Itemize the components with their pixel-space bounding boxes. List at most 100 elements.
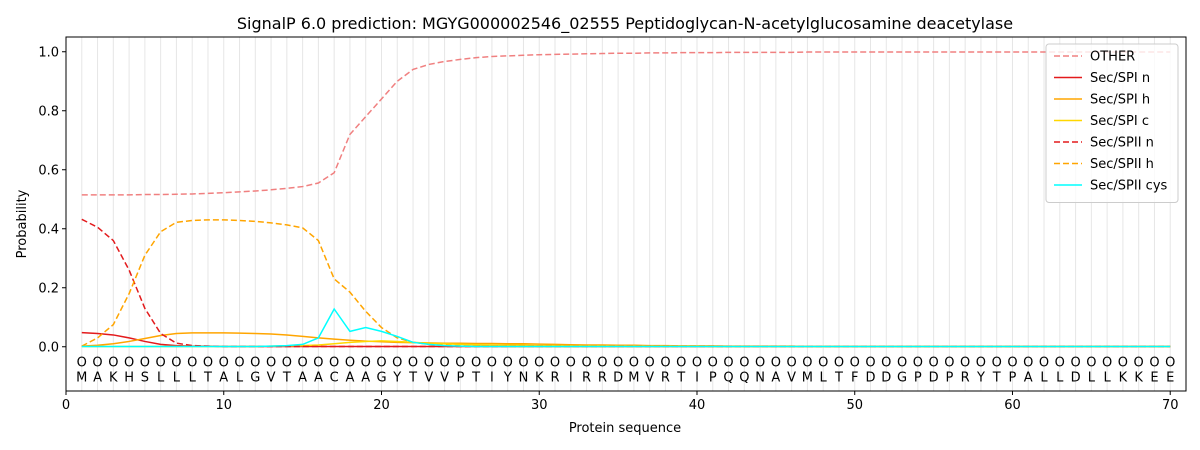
region-marker: O bbox=[834, 356, 844, 371]
residue-label: D bbox=[881, 370, 891, 385]
residue-label: Y bbox=[503, 370, 512, 385]
region-marker: O bbox=[140, 356, 150, 371]
region-marker: O bbox=[92, 356, 102, 371]
plot-frame bbox=[65, 36, 1187, 392]
residue-label: I bbox=[569, 370, 573, 385]
residue-label: L bbox=[1088, 370, 1096, 385]
residue-label: R bbox=[961, 370, 970, 385]
region-marker: O bbox=[219, 356, 229, 371]
grid-lines bbox=[81, 37, 1171, 391]
y-tick-label: 0.0 bbox=[38, 340, 59, 355]
residue-label: R bbox=[661, 370, 670, 385]
region-marker: O bbox=[739, 356, 749, 371]
x-tick-label: 10 bbox=[215, 398, 232, 413]
residue-label: T bbox=[471, 370, 480, 385]
series-lines bbox=[81, 51, 1171, 348]
y-axis: 0.0 0.2 0.4 0.6 0.8 1.0 bbox=[38, 45, 66, 355]
residue-label: L bbox=[1040, 370, 1048, 385]
residue-label: L bbox=[1056, 370, 1064, 385]
residue-label: T bbox=[992, 370, 1001, 385]
series-line bbox=[81, 51, 1171, 196]
legend-entry: Sec/SPI c bbox=[1090, 114, 1149, 129]
region-marker: O bbox=[787, 356, 797, 371]
region-marker: O bbox=[928, 356, 938, 371]
region-marker: O bbox=[376, 356, 386, 371]
x-tick-label: 70 bbox=[1162, 398, 1179, 413]
region-marker: O bbox=[802, 356, 812, 371]
region-marker: O bbox=[203, 356, 213, 371]
region-marker: O bbox=[881, 356, 891, 371]
residue-label: L bbox=[157, 370, 165, 385]
region-marker: O bbox=[976, 356, 986, 371]
residue-label: T bbox=[834, 370, 843, 385]
residue-label: T bbox=[282, 370, 291, 385]
y-tick-label: 0.4 bbox=[38, 222, 59, 237]
legend-box bbox=[1045, 43, 1179, 203]
x-axis: 0 10 20 30 40 50 60 70 bbox=[62, 391, 1179, 413]
residue-label: N bbox=[519, 370, 529, 385]
legend-entry: Sec/SPII n bbox=[1090, 136, 1154, 151]
region-marker: O bbox=[361, 356, 371, 371]
region-marker: O bbox=[1134, 356, 1144, 371]
y-tick-label: 0.6 bbox=[38, 163, 59, 178]
region-marker: O bbox=[992, 356, 1002, 371]
y-tick-label: 0.8 bbox=[38, 104, 59, 119]
residue-label: H bbox=[124, 370, 134, 385]
residue-label: R bbox=[582, 370, 591, 385]
region-marker: O bbox=[613, 356, 623, 371]
x-tick-label: 60 bbox=[1004, 398, 1021, 413]
region-marker: O bbox=[865, 356, 875, 371]
series-line bbox=[81, 340, 1171, 348]
residue-label: V bbox=[645, 370, 654, 385]
region-marker: O bbox=[1149, 356, 1159, 371]
residue-label: Q bbox=[723, 370, 733, 385]
residue-label: M bbox=[628, 370, 639, 385]
residue-label: A bbox=[219, 370, 228, 385]
residue-label: A bbox=[93, 370, 102, 385]
region-marker: O bbox=[1102, 356, 1112, 371]
residue-label: D bbox=[929, 370, 939, 385]
x-tick-label: 20 bbox=[373, 398, 390, 413]
region-marker: O bbox=[897, 356, 907, 371]
region-marker: O bbox=[250, 356, 260, 371]
residue-label: A bbox=[771, 370, 780, 385]
x-tick-label: 30 bbox=[531, 398, 548, 413]
y-axis-label: Probability bbox=[15, 189, 30, 258]
y-tick-label: 1.0 bbox=[38, 45, 59, 60]
region-marker: O bbox=[313, 356, 323, 371]
residue-label: I bbox=[490, 370, 494, 385]
region-marker: O bbox=[944, 356, 954, 371]
legend-entry: Sec/SPI h bbox=[1090, 93, 1150, 108]
region-marker: O bbox=[566, 356, 576, 371]
region-marker: O bbox=[534, 356, 544, 371]
residue-label: P bbox=[456, 370, 464, 385]
region-marker: O bbox=[1086, 356, 1096, 371]
residue-label: T bbox=[408, 370, 417, 385]
residue-label: L bbox=[173, 370, 181, 385]
residue-label: P bbox=[914, 370, 922, 385]
region-marker: O bbox=[234, 356, 244, 371]
series-line bbox=[81, 219, 1171, 348]
region-marker: O bbox=[1055, 356, 1065, 371]
residue-label: P bbox=[709, 370, 717, 385]
region-marker: O bbox=[156, 356, 166, 371]
residue-label: G bbox=[376, 370, 386, 385]
residue-label: S bbox=[141, 370, 149, 385]
residue-label: D bbox=[613, 370, 623, 385]
residue-label: V bbox=[267, 370, 276, 385]
region-marker: O bbox=[455, 356, 465, 371]
residue-label: E bbox=[1166, 370, 1174, 385]
residue-label: F bbox=[851, 370, 858, 385]
region-marker: O bbox=[960, 356, 970, 371]
residue-label: Y bbox=[976, 370, 985, 385]
residue-label: V bbox=[424, 370, 433, 385]
region-marker: O bbox=[645, 356, 655, 371]
region-marker: O bbox=[550, 356, 560, 371]
region-marker: O bbox=[124, 356, 134, 371]
y-tick-label: 0.2 bbox=[38, 281, 59, 296]
region-marker: O bbox=[1039, 356, 1049, 371]
residue-label: Q bbox=[739, 370, 749, 385]
residue-label: L bbox=[820, 370, 828, 385]
residue-label: R bbox=[550, 370, 559, 385]
